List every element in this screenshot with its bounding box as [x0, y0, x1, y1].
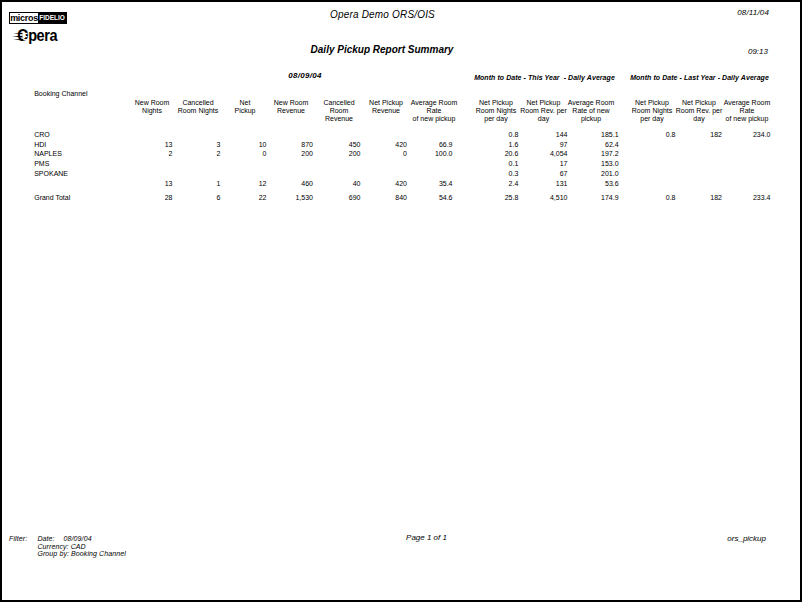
- svg-text:Opera: Opera: [17, 26, 58, 44]
